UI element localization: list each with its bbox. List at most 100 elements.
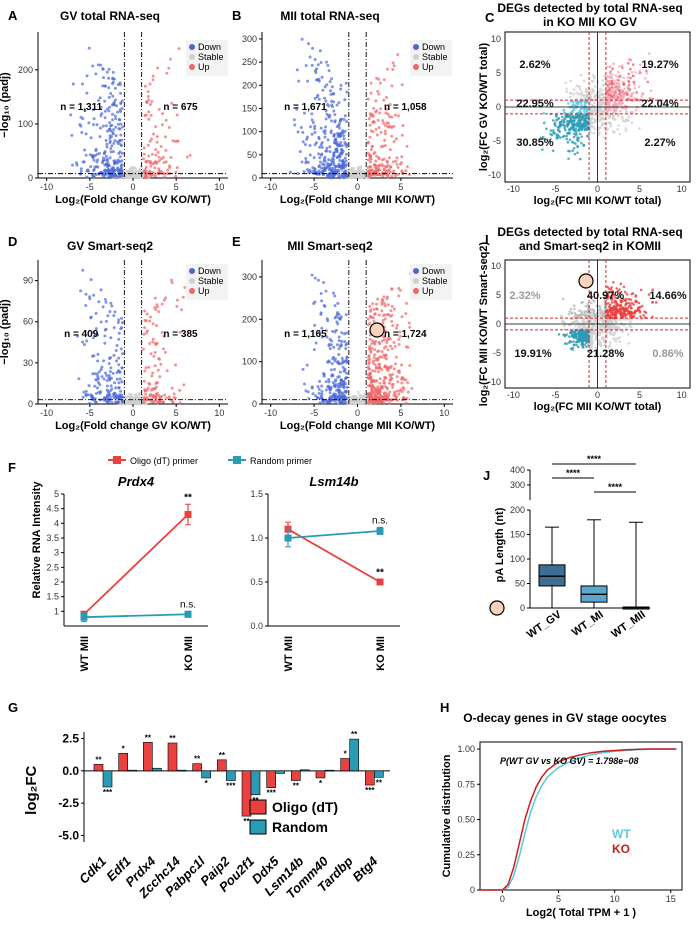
up-point	[400, 155, 404, 159]
up-point	[402, 387, 406, 391]
bar-random	[201, 770, 211, 779]
down-point	[329, 129, 333, 133]
down-point	[295, 107, 299, 111]
down-point	[106, 157, 110, 161]
scatter-point	[616, 337, 619, 340]
scatter-point	[552, 129, 555, 132]
up-point	[397, 343, 401, 347]
down-point	[344, 347, 348, 351]
x-tick-label: 10	[214, 182, 224, 192]
down-point	[101, 305, 105, 309]
down-point	[329, 368, 333, 372]
up-point	[142, 157, 146, 161]
up-point	[390, 115, 394, 119]
up-point	[142, 395, 146, 399]
up-point	[165, 172, 169, 176]
up-point	[161, 400, 165, 404]
down-point	[343, 377, 347, 381]
up-point	[384, 124, 388, 128]
up-point	[167, 395, 171, 399]
down-point	[304, 64, 308, 68]
scatter-point	[580, 141, 583, 145]
down-point	[319, 291, 323, 295]
y-axis-label: −log₁₀ (padj)	[0, 299, 11, 365]
up-point	[368, 123, 372, 127]
scatter-point	[613, 101, 617, 105]
down-point	[101, 159, 105, 163]
legend-up-label: Up	[198, 62, 210, 72]
stable-point	[360, 176, 363, 180]
up-point	[146, 94, 150, 98]
scatter-point	[611, 130, 615, 133]
down-point	[97, 390, 101, 394]
scatter-point	[583, 310, 587, 313]
up-point	[389, 309, 393, 313]
up-point	[404, 311, 408, 315]
scatter-point	[577, 309, 581, 312]
down-point	[340, 340, 344, 344]
scatter-point	[539, 136, 543, 140]
y-tick-label: 200	[18, 65, 33, 75]
y-tick-label: 0	[252, 173, 257, 183]
down-point	[96, 374, 100, 378]
down-point	[337, 395, 341, 399]
x-tick-label: 10	[677, 390, 687, 400]
up-point	[391, 382, 395, 386]
y-tick-label: 2	[54, 577, 59, 587]
scatter-point	[590, 108, 594, 112]
scatter-point	[572, 340, 575, 343]
up-point	[150, 100, 154, 104]
panel-e-title: MII Smart-seq2	[287, 239, 373, 253]
y-tick-label: 1	[54, 606, 59, 616]
up-point	[371, 369, 375, 373]
scatter-point	[584, 107, 587, 110]
down-point	[104, 139, 108, 143]
scatter-point	[576, 151, 579, 155]
down-point	[103, 341, 107, 345]
down-point	[320, 384, 324, 388]
up-point	[372, 319, 376, 323]
up-point	[154, 385, 158, 389]
down-point	[110, 144, 114, 148]
down-point	[101, 173, 105, 177]
down-point	[330, 374, 334, 378]
sig-oligo: **	[194, 755, 201, 764]
up-point	[141, 347, 145, 351]
up-point	[387, 168, 391, 172]
up-point	[375, 154, 379, 158]
up-point	[380, 350, 384, 354]
up-point	[372, 307, 376, 311]
up-point	[166, 168, 170, 172]
scatter-point	[630, 306, 633, 310]
up-point	[405, 396, 409, 400]
data-marker	[284, 534, 292, 542]
legend-oligo-swatch	[249, 799, 267, 815]
up-point	[154, 160, 158, 164]
scatter-point	[638, 127, 641, 130]
down-point	[111, 170, 115, 174]
legend-stable-swatch	[413, 278, 419, 284]
down-point	[333, 384, 337, 388]
y-axis-label: Relative RNA Intensity	[31, 481, 43, 599]
up-point	[391, 385, 395, 389]
x-tick-label: WT_MII	[609, 609, 647, 641]
down-point	[326, 138, 330, 142]
y-tick-label: 100	[18, 119, 33, 129]
up-point	[395, 323, 399, 327]
scatter-point	[629, 325, 633, 329]
up-point	[175, 166, 179, 170]
scatter-point	[541, 135, 545, 139]
down-point	[301, 140, 305, 144]
scatter-point	[616, 75, 620, 79]
scatter-point	[586, 311, 589, 314]
down-point	[323, 85, 327, 89]
down-point	[336, 361, 340, 365]
x-tick-label: KO MII	[183, 636, 195, 671]
y-tick-label: 5	[496, 68, 501, 78]
down-point	[103, 99, 107, 103]
down-point	[336, 388, 340, 392]
scatter-point	[642, 314, 645, 317]
stable-point	[360, 169, 364, 172]
scatter-point	[584, 90, 588, 94]
down-point	[306, 168, 310, 172]
